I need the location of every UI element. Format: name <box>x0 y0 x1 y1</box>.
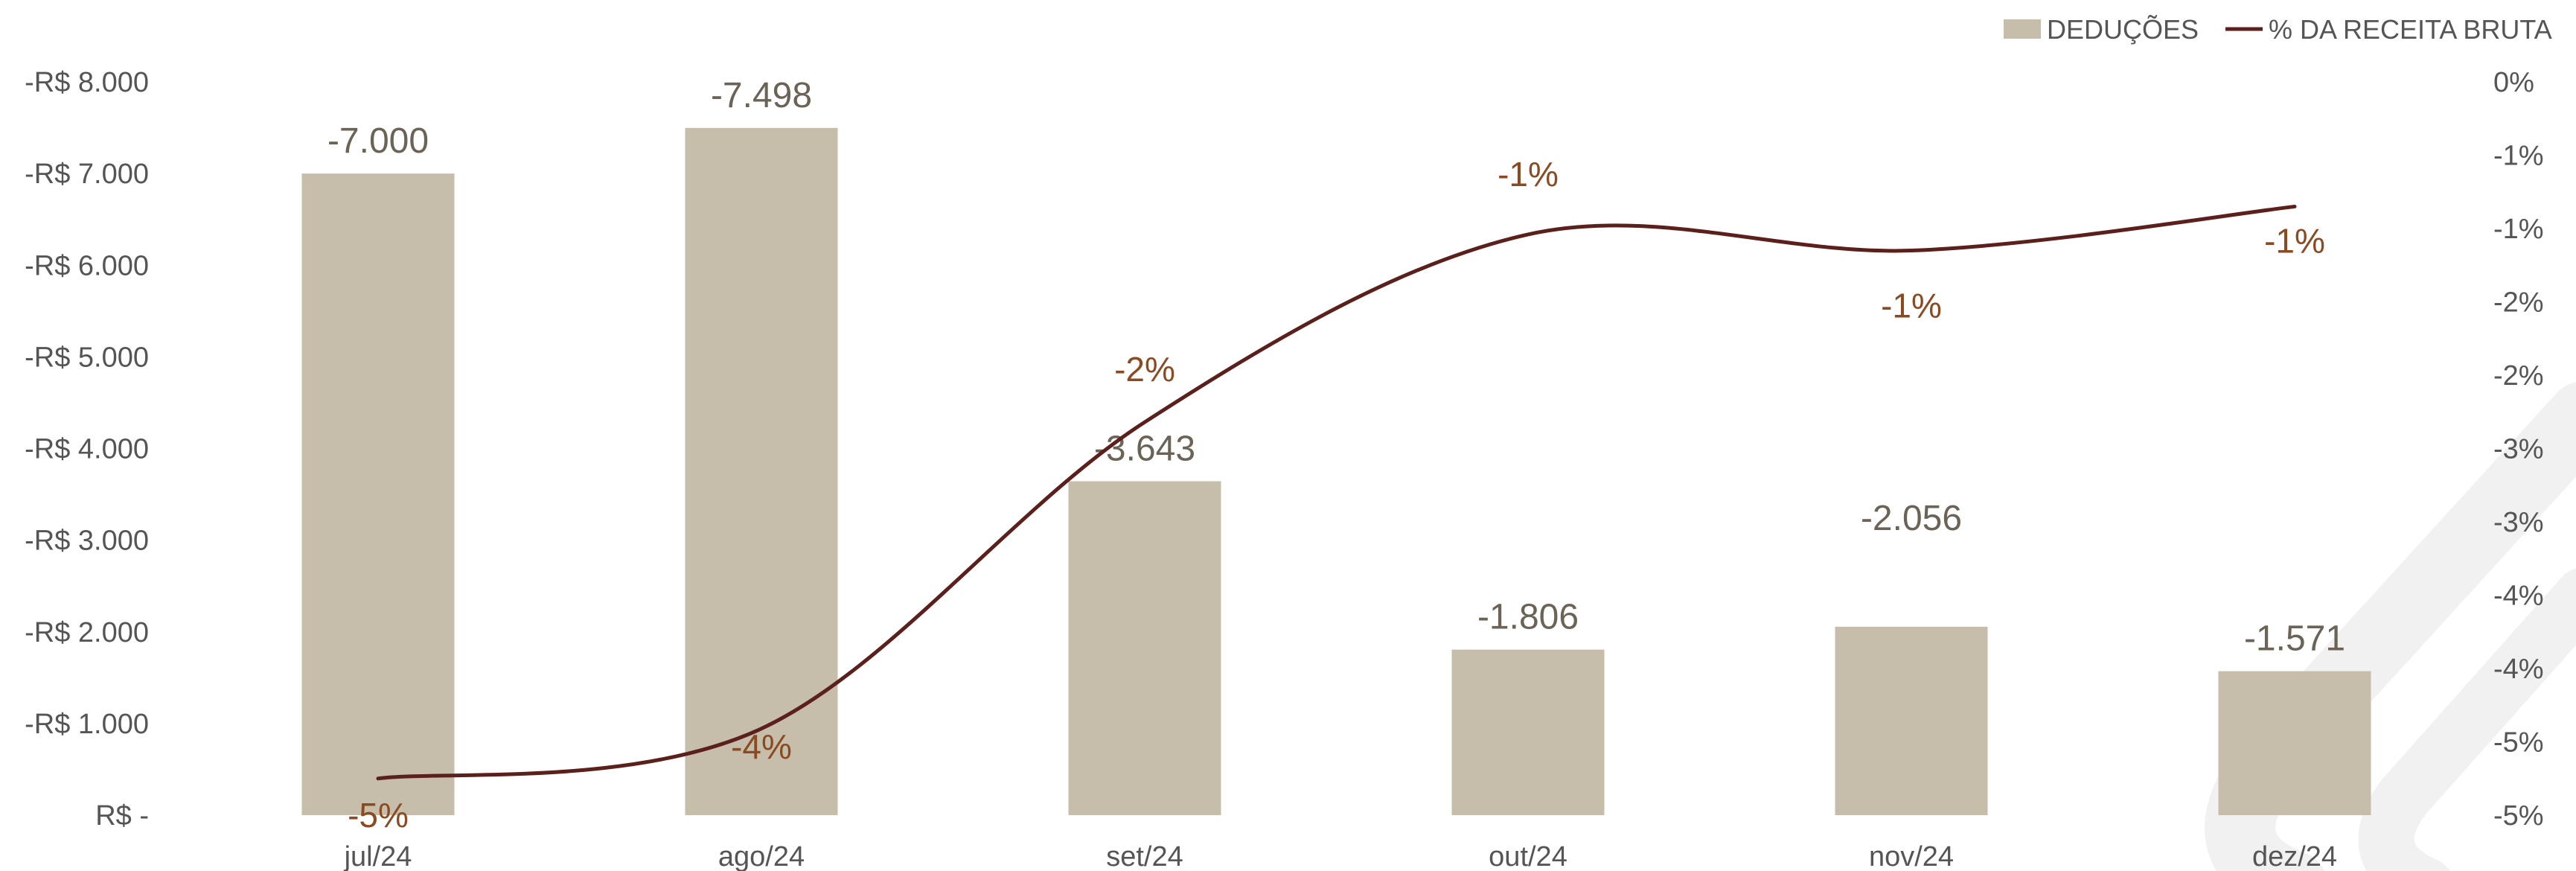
right-axis-tick-label: -1% <box>2493 141 2544 172</box>
bar-series-deducoes <box>301 127 2371 816</box>
line-data-label: -1% <box>1881 287 1942 325</box>
left-axis-tick-label: -R$ 1.000 <box>25 709 149 740</box>
line-data-label: -4% <box>731 727 792 766</box>
right-axis-tick-label: -3% <box>2493 434 2544 465</box>
legend: DEDUÇÕES % DA RECEITA BRUTA <box>2004 14 2552 45</box>
bar <box>1068 481 1221 815</box>
bar-data-label: -1.571 <box>2244 619 2345 659</box>
bar-data-label: -2.056 <box>1861 499 1962 538</box>
right-axis-tick-label: -3% <box>2493 507 2544 538</box>
bar-data-label: -3.643 <box>1094 429 1195 468</box>
left-axis-tick-label: R$ - <box>95 800 149 832</box>
right-axis-tick-label: -1% <box>2493 214 2544 245</box>
x-axis-tick-label: ago/24 <box>718 841 805 871</box>
line-series-receita-bruta <box>376 204 2297 781</box>
x-axis-tick-label: nov/24 <box>1869 841 1954 871</box>
line-data-label: -1% <box>1498 155 1559 194</box>
bar-data-label: -1.806 <box>1477 598 1579 637</box>
x-axis: jul/24 ago/24 set/24 out/24 nov/24 dez/24 <box>344 841 2337 871</box>
bar <box>2218 671 2371 815</box>
left-axis-tick-label: -R$ 6.000 <box>25 250 149 281</box>
legend-label-deducoes: DEDUÇÕES <box>2047 14 2199 45</box>
left-axis-tick-label: -R$ 2.000 <box>25 617 149 648</box>
legend-swatch-deducoes <box>2004 19 2041 39</box>
left-axis: R$ - -R$ 1.000 -R$ 2.000 -R$ 3.000 -R$ 4.000… <box>25 67 149 832</box>
bar-data-labels: -7.000 -7.498 -3.643 -1.806 -2.056 -1.571 <box>327 76 2345 659</box>
left-axis-tick-label: -R$ 5.000 <box>25 342 149 373</box>
bar-data-label: -7.498 <box>711 76 812 115</box>
left-axis-tick-label: -R$ 4.000 <box>25 434 149 465</box>
bar-data-label: -7.000 <box>327 121 429 161</box>
line-data-label: -1% <box>2264 221 2325 260</box>
left-axis-tick-label: -R$ 3.000 <box>25 526 149 557</box>
right-axis-tick-label: -5% <box>2493 727 2544 759</box>
line-data-label: -2% <box>1114 350 1175 389</box>
bar <box>301 173 455 815</box>
line-data-labels: -5% -4% -2% -1% -1% -1% <box>348 155 2325 835</box>
left-axis-tick-label: -R$ 7.000 <box>25 159 149 190</box>
right-axis-tick-label: -4% <box>2493 581 2544 612</box>
right-axis-tick-label: -4% <box>2493 654 2544 685</box>
x-axis-tick-label: set/24 <box>1106 841 1183 871</box>
line-data-label: -5% <box>348 796 409 835</box>
right-axis-tick-label: -2% <box>2493 360 2544 392</box>
legend-label-receita-bruta: % DA RECEITA BRUTA <box>2269 14 2552 45</box>
watermark-stroke-inner <box>2358 568 2576 871</box>
right-axis-tick-label: 0% <box>2493 67 2534 98</box>
x-axis-tick-label: out/24 <box>1489 841 1567 871</box>
right-axis-tick-label: -2% <box>2493 287 2544 319</box>
x-axis-tick-label: jul/24 <box>344 841 412 871</box>
bar <box>1835 626 1988 815</box>
right-axis: -5% -5% -4% -4% -3% -3% -2% -2% -1% -1% 0% <box>2493 67 2544 832</box>
bar <box>1451 649 1605 815</box>
x-axis-tick-label: dez/24 <box>2252 841 2337 871</box>
right-axis-tick-label: -5% <box>2493 800 2544 832</box>
left-axis-tick-label: -R$ 8.000 <box>25 67 149 98</box>
bar <box>685 127 838 816</box>
